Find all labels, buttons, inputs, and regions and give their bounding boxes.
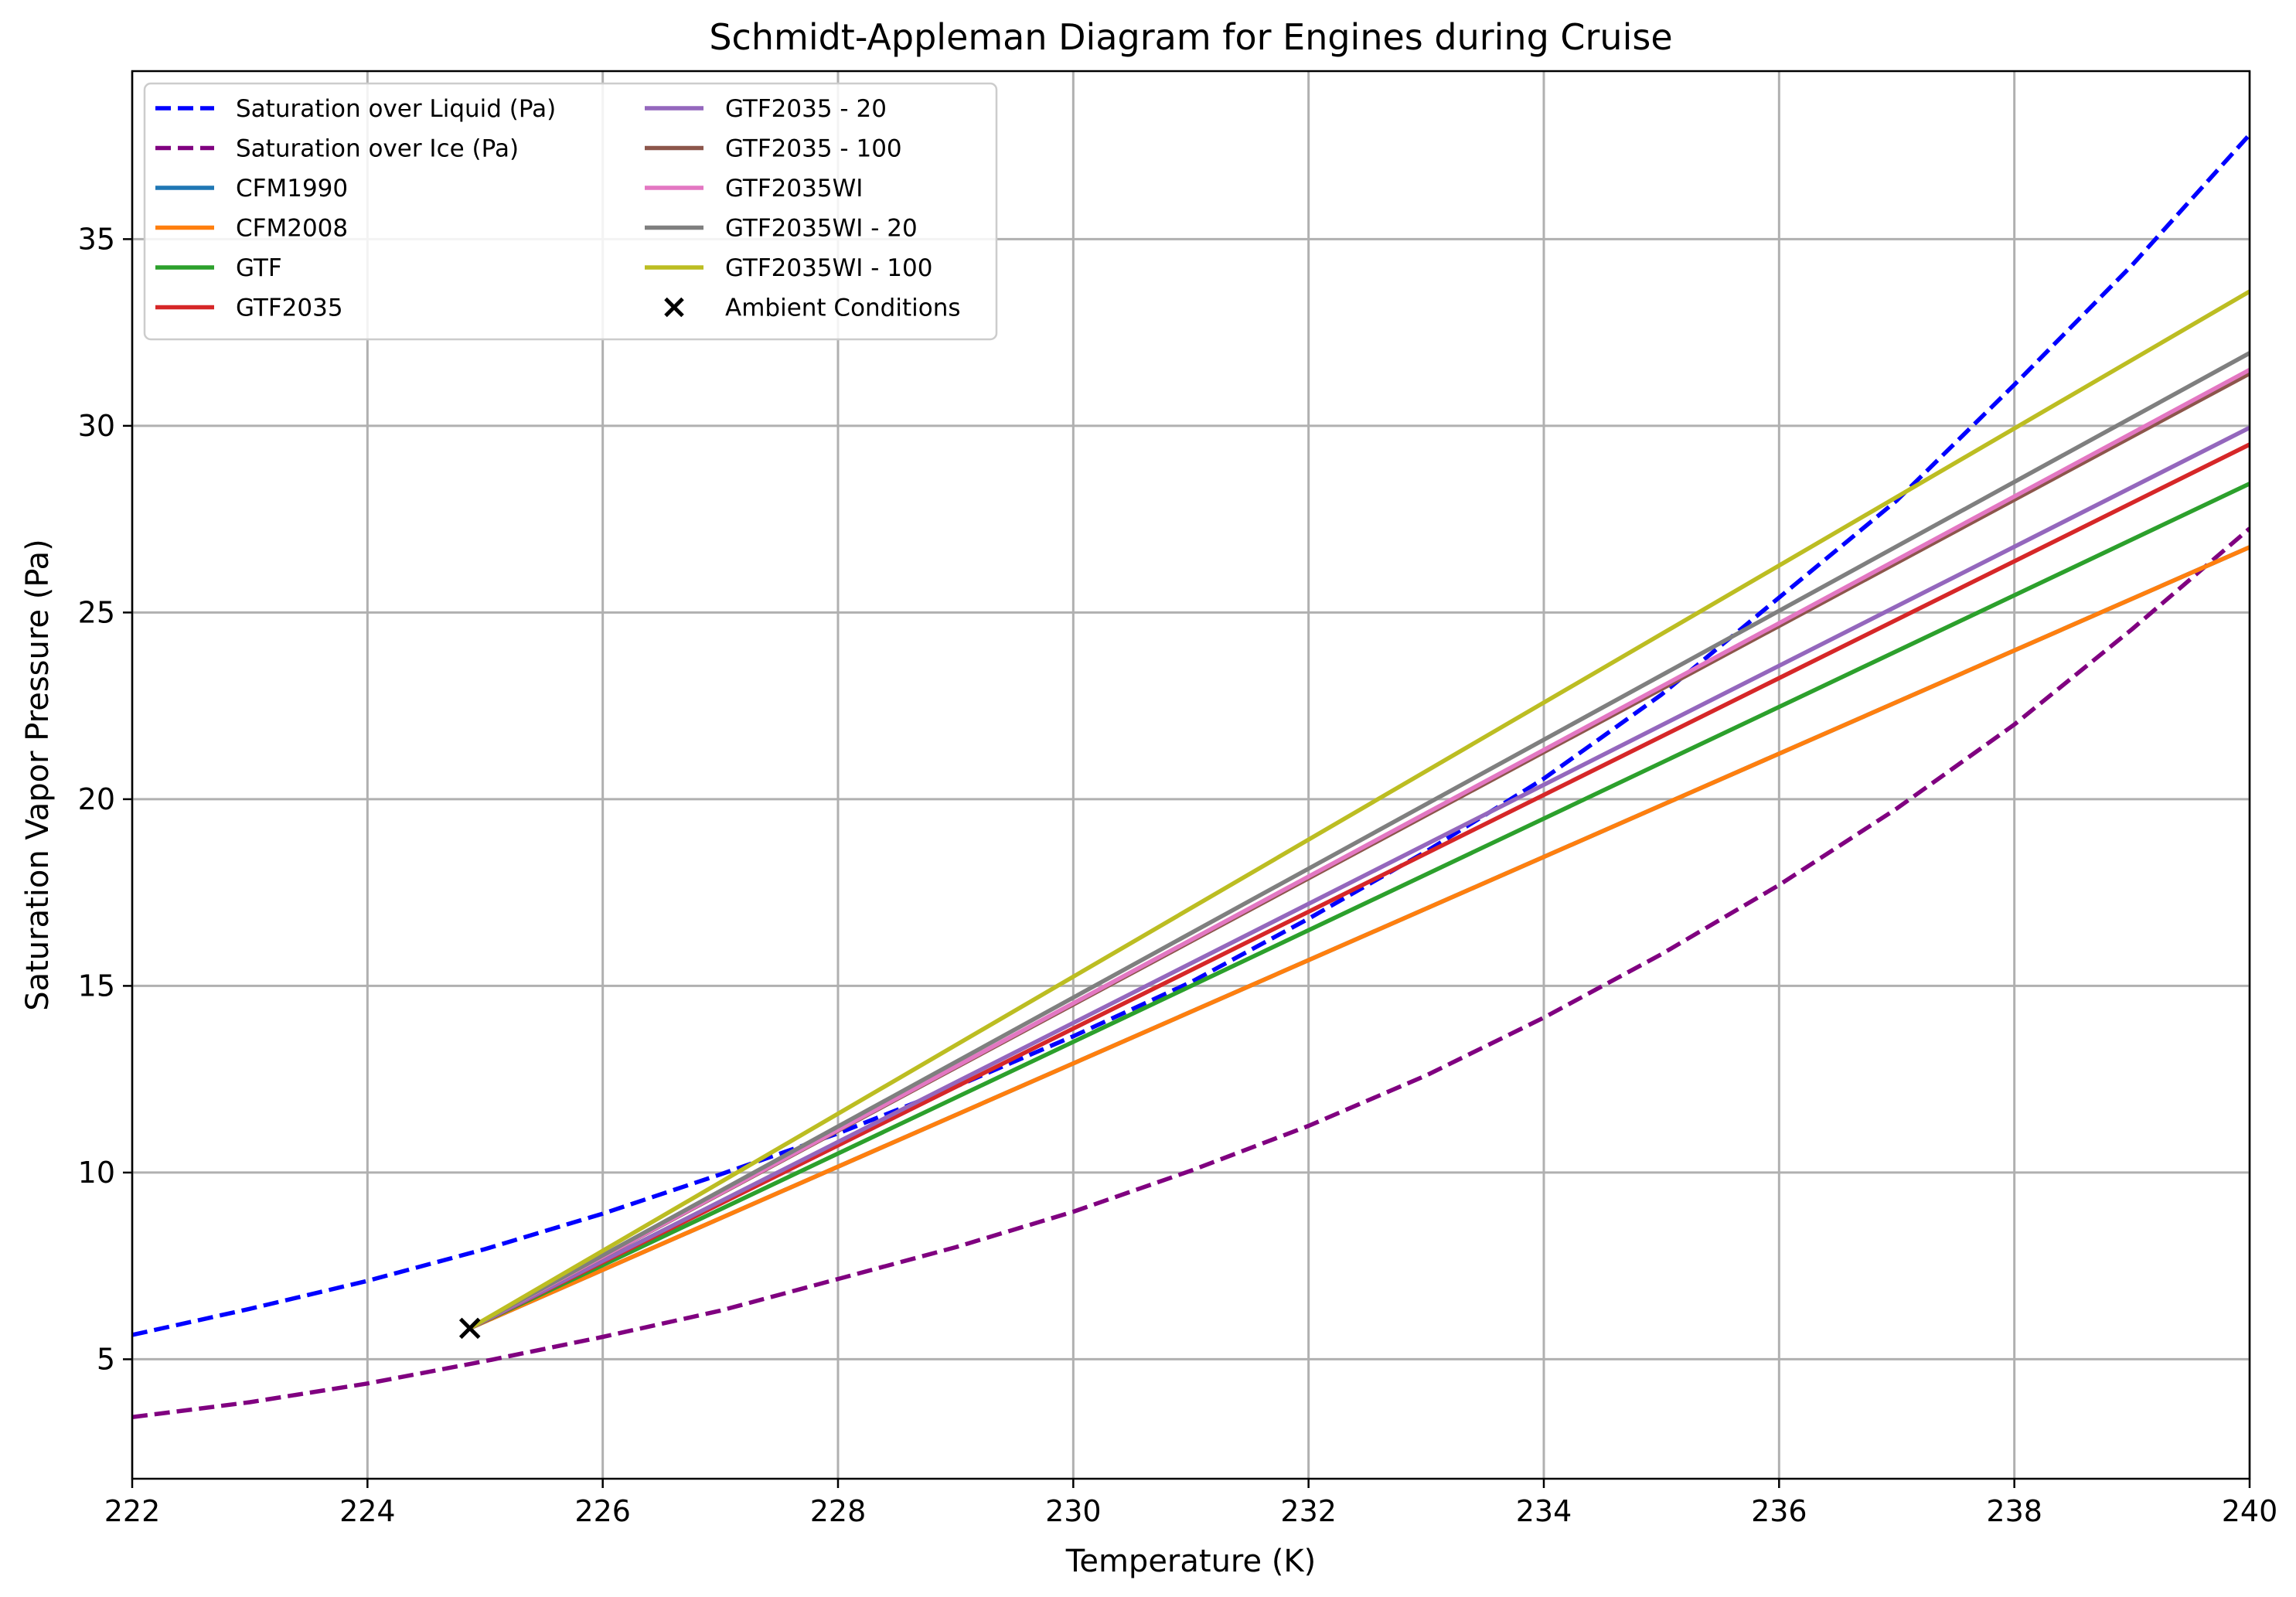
x-tick-label: 228 <box>810 1494 867 1528</box>
series-line-gtf <box>468 482 2250 1330</box>
x-tick-label: 236 <box>1751 1494 1807 1528</box>
series-line-saturation-over-ice-pa <box>132 526 2250 1420</box>
legend-label: CFM2008 <box>236 215 348 243</box>
series-lines <box>132 133 2250 1420</box>
legend-label: Ambient Conditions <box>725 295 961 322</box>
y-tick-label: 20 <box>78 782 115 816</box>
series-line-gtf2035wi <box>468 367 2250 1330</box>
legend-box <box>143 82 998 341</box>
y-tick-label: 10 <box>78 1156 115 1190</box>
x-tick-label: 226 <box>574 1494 631 1528</box>
series-line-gtf2035-20 <box>468 425 2250 1330</box>
x-tick-label: 234 <box>1516 1494 1572 1528</box>
x-tick-label: 240 <box>2222 1494 2278 1528</box>
series-line-gtf2035wi-100 <box>468 289 2250 1330</box>
marker-ambient-conditions <box>458 1317 481 1340</box>
y-tick-label: 25 <box>78 595 115 629</box>
legend-label: Saturation over Ice (Pa) <box>236 135 519 163</box>
legend-entry-saturation-over-ice-pa: Saturation over Ice (Pa) <box>155 135 519 163</box>
y-axis-title: Saturation Vapor Pressure (Pa) <box>20 539 56 1011</box>
x-tick-label: 230 <box>1045 1494 1102 1528</box>
legend-entry-cfm1990: CFM1990 <box>155 175 348 203</box>
legend-entry-cfm2008: CFM2008 <box>155 215 348 243</box>
legend-label: GTF2035 - 20 <box>725 95 887 123</box>
x-tick-label: 222 <box>104 1494 161 1528</box>
y-tick-label: 15 <box>78 969 115 1003</box>
legend-label: GTF2035WI <box>725 175 863 203</box>
chart-title: Schmidt-Appleman Diagram for Engines dur… <box>709 16 1672 58</box>
legend-label: GTF2035WI - 20 <box>725 215 918 243</box>
series-line-gtf2035 <box>468 442 2250 1330</box>
legend: Saturation over Liquid (Pa) Saturation ov… <box>143 82 998 341</box>
x-axis-title: Temperature (K) <box>1065 1544 1317 1579</box>
legend-label: GTF <box>236 254 282 282</box>
y-tick-label: 35 <box>78 222 115 256</box>
legend-entry-gtf2035-20: GTF2035 - 20 <box>645 95 887 123</box>
legend-entry-gtf2035: GTF2035 <box>155 295 343 322</box>
x-tick-label: 224 <box>339 1494 396 1528</box>
x-tick-label: 232 <box>1280 1494 1337 1528</box>
legend-entry-gtf2035-100: GTF2035 - 100 <box>645 135 902 163</box>
y-tick-label: 30 <box>78 409 115 443</box>
legend-entry-gtf2035wi: GTF2035WI <box>645 175 863 203</box>
plot-frame <box>131 70 2251 1480</box>
y-tick-label: 5 <box>97 1342 115 1376</box>
legend-label: GTF2035 <box>236 295 343 322</box>
legend-entry-saturation-over-liquid-pa: Saturation over Liquid (Pa) <box>155 95 556 123</box>
legend-label: GTF2035 - 100 <box>725 135 902 163</box>
series-line-cfm2008 <box>468 545 2250 1330</box>
markers <box>458 1317 481 1340</box>
legend-entry-ambient-conditions: Ambient Conditions <box>664 295 961 322</box>
axis-ticks: 222 224 226 228 230 232 234 236 238 240 5 10 15 20 25 3… <box>78 222 2278 1528</box>
legend-label: GTF2035WI - 100 <box>725 254 932 282</box>
legend-swatch <box>664 297 684 318</box>
legend-label: Saturation over Liquid (Pa) <box>236 95 556 123</box>
series-line-saturation-over-liquid-pa <box>132 133 2250 1337</box>
legend-label: CFM1990 <box>236 175 348 203</box>
x-tick-label: 238 <box>1986 1494 2042 1528</box>
legend-entry-gtf2035wi-100: GTF2035WI - 100 <box>645 254 932 282</box>
legend-entry-gtf: GTF <box>155 254 282 282</box>
legend-entry-gtf2035wi-20: GTF2035WI - 20 <box>645 215 918 243</box>
series-line-gtf2035wi-20 <box>468 351 2250 1330</box>
